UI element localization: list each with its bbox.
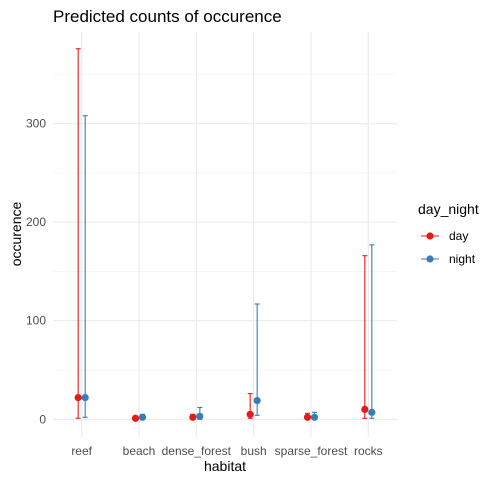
point-night [196, 412, 204, 420]
y-tick-label: 100 [26, 314, 46, 328]
point-day [246, 410, 254, 418]
point-day [74, 393, 82, 402]
legend: day_night day night [418, 201, 479, 266]
y-axis-title: occurence [8, 201, 24, 266]
point-day [131, 414, 140, 422]
point-day [303, 413, 312, 421]
x-tick-label: reef [71, 444, 92, 458]
point-night [253, 396, 261, 405]
chart-title: Predicted counts of occurence [53, 7, 282, 26]
x-axis-ticks: reef beach dense_forest bush sparse_forest ro… [71, 444, 382, 458]
x-tick-label: rocks [354, 444, 383, 458]
legend-key-point-day [426, 232, 434, 240]
point-night [368, 408, 376, 416]
x-tick-label: bush [241, 444, 267, 458]
y-tick-label: 200 [26, 215, 46, 229]
x-axis-title: habitat [204, 458, 246, 474]
y-axis-ticks: 0 100 200 300 [26, 117, 46, 427]
legend-label-day: day [449, 229, 468, 243]
minor-gridlines [53, 74, 397, 371]
point-night [310, 413, 319, 421]
point-night [138, 413, 147, 421]
x-tick-label: beach [123, 444, 156, 458]
point-night [81, 393, 89, 402]
major-gridlines [53, 32, 397, 437]
y-tick-label: 0 [39, 412, 46, 426]
point-day [361, 405, 369, 414]
legend-label-night: night [449, 252, 476, 266]
legend-title: day_night [418, 201, 479, 217]
legend-key-point-night [426, 255, 434, 263]
x-tick-label: dense_forest [162, 444, 232, 458]
chart-marks [74, 48, 376, 422]
x-tick-label: sparse_forest [275, 444, 348, 458]
y-tick-label: 300 [26, 117, 46, 131]
point-day [189, 413, 197, 421]
